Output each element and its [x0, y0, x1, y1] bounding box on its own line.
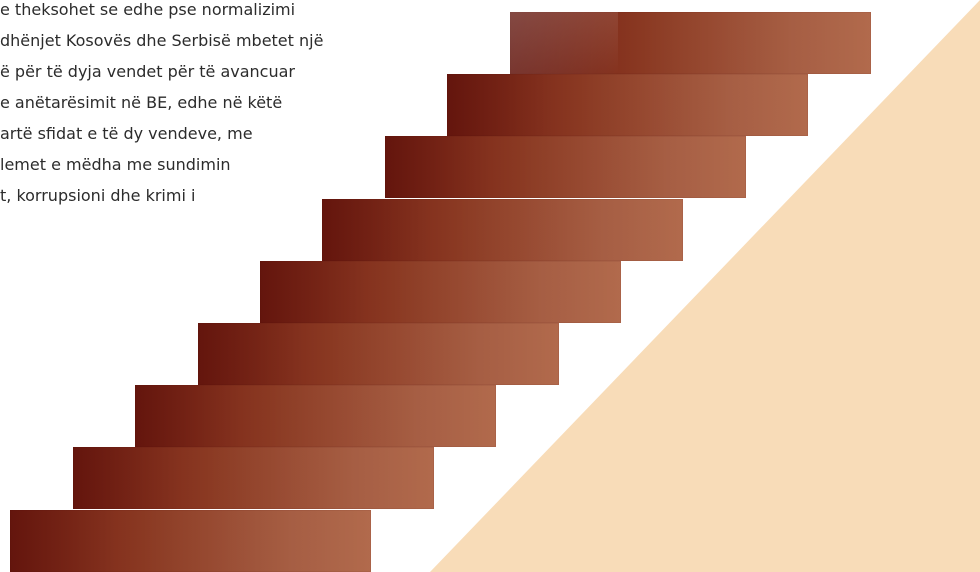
text-paragraph: e theksohet se edhe pse normalizimi dhën… [0, 0, 370, 211]
text-line-7: t, korrupsioni dhe krimi i [0, 186, 196, 205]
stair-step [260, 261, 621, 323]
triangle-shape [430, 0, 980, 572]
stair-step [73, 447, 434, 509]
text-line-1: e theksohet se edhe pse normalizimi [0, 0, 296, 19]
stair-step [198, 323, 559, 385]
text-line-2: dhënjet Kosovës dhe Serbisë mbetet një [0, 31, 324, 50]
stair-step [447, 74, 808, 136]
text-line-5: artë sfidat e të dy vendeve, me [0, 124, 253, 143]
stair-step [322, 199, 683, 261]
stair-step [135, 385, 496, 447]
stair-step [510, 12, 871, 74]
stair-step [385, 136, 746, 198]
text-line-3: ë për të dyja vendet për të avancuar [0, 62, 295, 81]
stair-step [10, 510, 371, 572]
text-line-4: e anëtarësimit në BE, edhe në këtë [0, 93, 283, 112]
text-line-6: lemet e mëdha me sundimin [0, 155, 231, 174]
